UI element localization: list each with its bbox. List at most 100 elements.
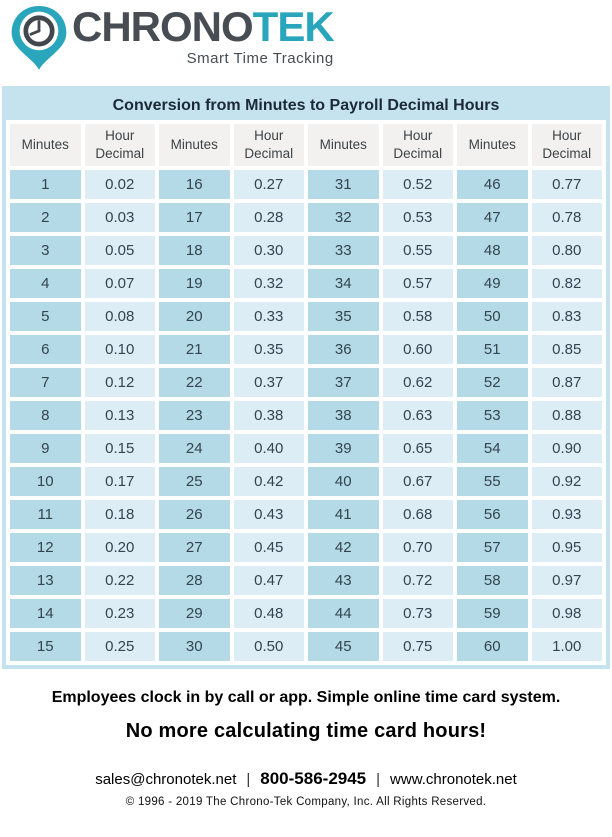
decimal-header-line2: Decimal	[542, 146, 592, 161]
hour-decimal-cell: 0.38	[233, 401, 304, 430]
hour-decimal-cell: 0.77	[531, 170, 602, 199]
minutes-cell: 4	[10, 269, 81, 298]
table-header: Minutes Hour Decimal Minutes Hour Decimal …	[10, 124, 602, 166]
hour-header-line1: Hour	[105, 128, 135, 144]
hour-decimal-cell: 0.30	[233, 236, 304, 265]
table-row: 9 0.15 24 0.40 39 0.65 54 0.90	[10, 434, 602, 463]
minutes-to-decimal-table: Minutes Hour Decimal Minutes Hour Decimal …	[6, 120, 606, 665]
brand-wordmark: CHRONOTEK	[72, 3, 335, 50]
contact-email: sales@chronotek.net	[95, 771, 237, 788]
hour-decimal-cell: 0.17	[84, 467, 155, 496]
hour-decimal-cell: 0.43	[233, 500, 304, 529]
map-pin-clock-icon	[11, 5, 67, 71]
hour-decimal-cell: 0.85	[531, 335, 602, 364]
minutes-cell: 1	[10, 170, 81, 199]
hour-decimal-cell: 0.97	[531, 566, 602, 595]
hour-decimal-cell: 0.07	[84, 269, 155, 298]
minutes-cell: 38	[308, 401, 379, 430]
table-row: 11 0.18 26 0.43 41 0.68 56 0.93	[10, 500, 602, 529]
hour-decimal-cell: 0.42	[233, 467, 304, 496]
minutes-cell: 16	[159, 170, 230, 199]
table-row: 5 0.08 20 0.33 35 0.58 50 0.83	[10, 302, 602, 331]
table-title: Conversion from Minutes to Payroll Decim…	[112, 97, 500, 114]
minutes-cell: 45	[308, 632, 379, 661]
minutes-cell: 35	[308, 302, 379, 331]
hour-decimal-cell: 0.82	[531, 269, 602, 298]
hour-decimal-cell: 0.08	[84, 302, 155, 331]
hour-decimal-cell: 0.23	[84, 599, 155, 628]
minutes-cell: 31	[308, 170, 379, 199]
hour-decimal-cell: 0.55	[382, 236, 453, 265]
minutes-cell: 43	[308, 566, 379, 595]
hour-decimal-cell: 0.88	[531, 401, 602, 430]
table-row: 1 0.02 16 0.27 31 0.52 46 0.77	[10, 170, 602, 199]
table-row: 10 0.17 25 0.42 40 0.67 55 0.92	[10, 467, 602, 496]
minutes-cell: 9	[10, 434, 81, 463]
minutes-cell: 27	[159, 533, 230, 562]
hour-decimal-cell: 0.78	[531, 203, 602, 232]
minutes-cell: 33	[308, 236, 379, 265]
table-row: 14 0.23 29 0.48 44 0.73 59 0.98	[10, 599, 602, 628]
minutes-cell: 10	[10, 467, 81, 496]
hour-decimal-cell: 0.93	[531, 500, 602, 529]
hour-decimal-cell: 0.57	[382, 269, 453, 298]
contact-line: sales@chronotek.net | 800-586-2945 | www.chr…	[0, 769, 612, 789]
minutes-cell: 57	[457, 533, 528, 562]
hour-decimal-header: Hour Decimal	[382, 124, 453, 166]
hour-decimal-cell: 0.13	[84, 401, 155, 430]
hour-decimal-cell: 0.28	[233, 203, 304, 232]
minutes-header: Minutes	[457, 124, 528, 166]
hour-decimal-cell: 0.03	[84, 203, 155, 232]
hour-decimal-cell: 0.92	[531, 467, 602, 496]
minutes-cell: 11	[10, 500, 81, 529]
contact-website: www.chronotek.net	[390, 771, 517, 788]
table-row: 2 0.03 17 0.28 32 0.53 47 0.78	[10, 203, 602, 232]
hour-decimal-cell: 0.75	[382, 632, 453, 661]
hour-decimal-header: Hour Decimal	[84, 124, 155, 166]
table-row: 13 0.22 28 0.47 43 0.72 58 0.97	[10, 566, 602, 595]
minutes-cell: 18	[159, 236, 230, 265]
hour-decimal-cell: 0.95	[531, 533, 602, 562]
minutes-cell: 30	[159, 632, 230, 661]
hour-decimal-cell: 0.52	[382, 170, 453, 199]
table-row: 6 0.10 21 0.35 36 0.60 51 0.85	[10, 335, 602, 364]
minutes-cell: 50	[457, 302, 528, 331]
hour-decimal-cell: 0.70	[382, 533, 453, 562]
hour-decimal-cell: 0.12	[84, 368, 155, 397]
hour-decimal-cell: 0.33	[233, 302, 304, 331]
contact-phone: 800-586-2945	[260, 769, 367, 788]
minutes-cell: 23	[159, 401, 230, 430]
minutes-cell: 21	[159, 335, 230, 364]
hour-decimal-header: Hour Decimal	[233, 124, 304, 166]
chronotek-logo: CHRONOTEK Smart Time Tracking	[0, 0, 612, 71]
hour-decimal-cell: 1.00	[531, 632, 602, 661]
hour-decimal-cell: 0.45	[233, 533, 304, 562]
table-row: 3 0.05 18 0.30 33 0.55 48 0.80	[10, 236, 602, 265]
hour-decimal-cell: 0.22	[84, 566, 155, 595]
minutes-cell: 51	[457, 335, 528, 364]
minutes-cell: 20	[159, 302, 230, 331]
minutes-cell: 3	[10, 236, 81, 265]
conversion-table-body: 1 0.02 16 0.27 31 0.52 46 0.77 2 0.03 17 0.28 32 0.53…	[10, 170, 602, 661]
minutes-cell: 24	[159, 434, 230, 463]
minutes-cell: 54	[457, 434, 528, 463]
hour-decimal-cell: 0.87	[531, 368, 602, 397]
minutes-cell: 14	[10, 599, 81, 628]
minutes-cell: 58	[457, 566, 528, 595]
table-row: 12 0.20 27 0.45 42 0.70 57 0.95	[10, 533, 602, 562]
hour-header-line1: Hour	[403, 128, 433, 144]
minutes-header: Minutes	[10, 124, 81, 166]
minutes-cell: 12	[10, 533, 81, 562]
brand-chrono: CHRONO	[72, 3, 254, 50]
minutes-cell: 25	[159, 467, 230, 496]
separator: |	[376, 771, 381, 788]
decimal-header-line2: Decimal	[244, 146, 294, 161]
hour-decimal-cell: 0.83	[531, 302, 602, 331]
minutes-cell: 6	[10, 335, 81, 364]
minutes-cell: 53	[457, 401, 528, 430]
pitch-line-1: Employees clock in by call or app. Simpl…	[51, 689, 561, 706]
minutes-cell: 42	[308, 533, 379, 562]
minutes-cell: 5	[10, 302, 81, 331]
minutes-cell: 17	[159, 203, 230, 232]
hour-decimal-header: Hour Decimal	[531, 124, 602, 166]
